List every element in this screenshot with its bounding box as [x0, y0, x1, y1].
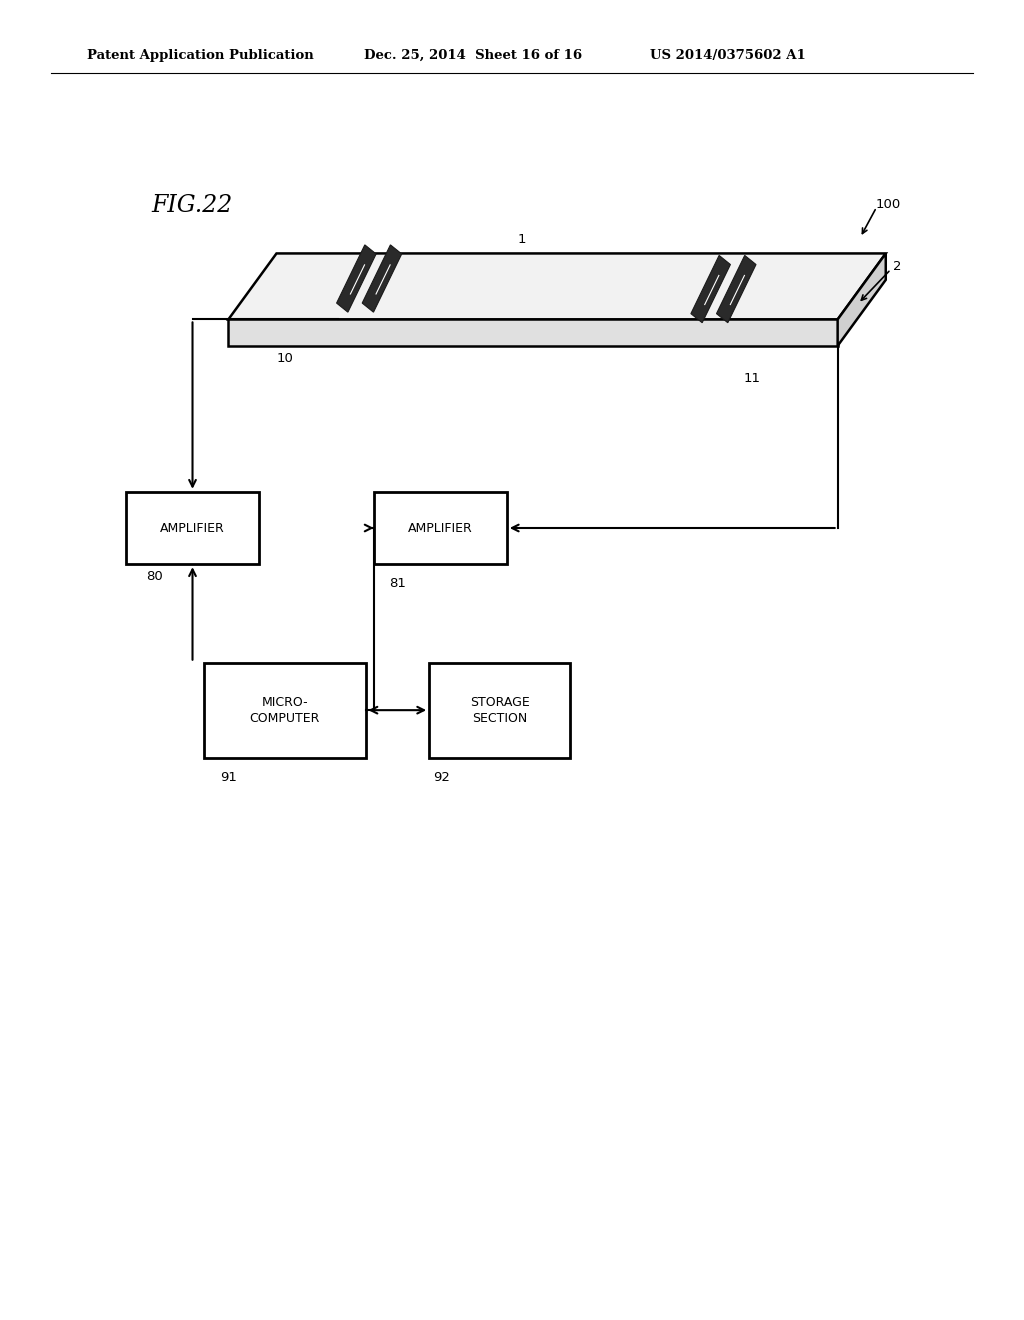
Text: 92: 92 [433, 771, 450, 784]
Text: AMPLIFIER: AMPLIFIER [408, 521, 473, 535]
Text: 2: 2 [893, 260, 901, 273]
Polygon shape [228, 253, 886, 319]
Polygon shape [838, 253, 886, 346]
Text: Dec. 25, 2014  Sheet 16 of 16: Dec. 25, 2014 Sheet 16 of 16 [364, 49, 582, 62]
Polygon shape [691, 256, 730, 322]
Polygon shape [228, 319, 838, 346]
Text: 80: 80 [146, 570, 163, 583]
Polygon shape [717, 256, 756, 322]
Text: 10: 10 [276, 352, 293, 366]
Text: AMPLIFIER: AMPLIFIER [160, 521, 225, 535]
Text: 11: 11 [743, 372, 761, 385]
Bar [429, 663, 570, 758]
Text: Patent Application Publication: Patent Application Publication [87, 49, 313, 62]
Text: MICRO-
COMPUTER: MICRO- COMPUTER [250, 696, 319, 725]
Polygon shape [362, 246, 401, 312]
Text: 100: 100 [876, 198, 901, 211]
Text: US 2014/0375602 A1: US 2014/0375602 A1 [650, 49, 806, 62]
Text: 91: 91 [220, 771, 237, 784]
Bar [374, 491, 507, 565]
Text: FIG.22: FIG.22 [152, 194, 232, 216]
Text: 1: 1 [518, 232, 526, 246]
Bar [126, 491, 259, 565]
Polygon shape [337, 246, 376, 312]
Text: 81: 81 [389, 577, 406, 590]
Bar [204, 663, 366, 758]
Text: STORAGE
SECTION: STORAGE SECTION [470, 696, 529, 725]
